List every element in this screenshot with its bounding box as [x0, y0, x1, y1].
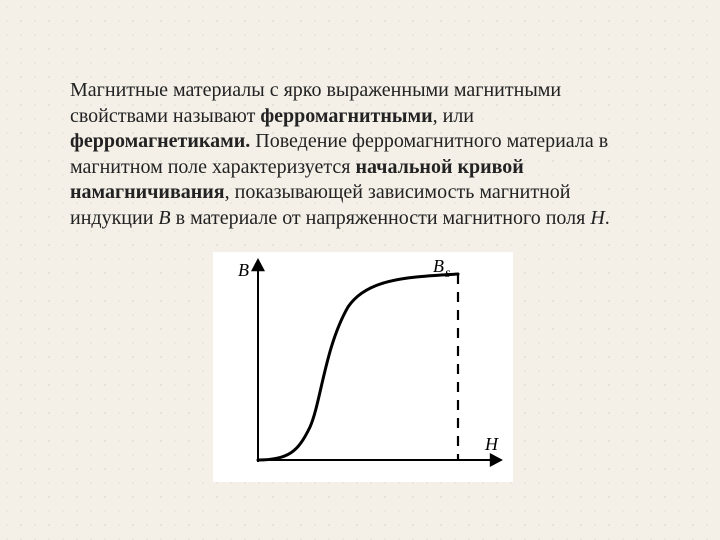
text-5: в материале от напряженности магнитного … — [171, 207, 591, 229]
text-2: , или — [433, 105, 474, 127]
magnetization-curve-chart: BHBs — [213, 252, 513, 482]
svg-text:H: H — [484, 434, 499, 454]
body-paragraph: Магнитные материалы с ярко выраженными м… — [70, 78, 656, 232]
slide-content: Магнитные материалы с ярко выраженными м… — [0, 0, 720, 482]
text-6: . — [605, 207, 610, 229]
bold-2: ферромагнетиками. — [70, 130, 250, 152]
italic-1: В — [158, 207, 170, 229]
bold-1: ферромагнитными — [260, 105, 432, 127]
chart-svg: BHBs — [213, 252, 513, 482]
svg-text:B: B — [238, 260, 249, 280]
italic-2: Н — [590, 207, 604, 229]
